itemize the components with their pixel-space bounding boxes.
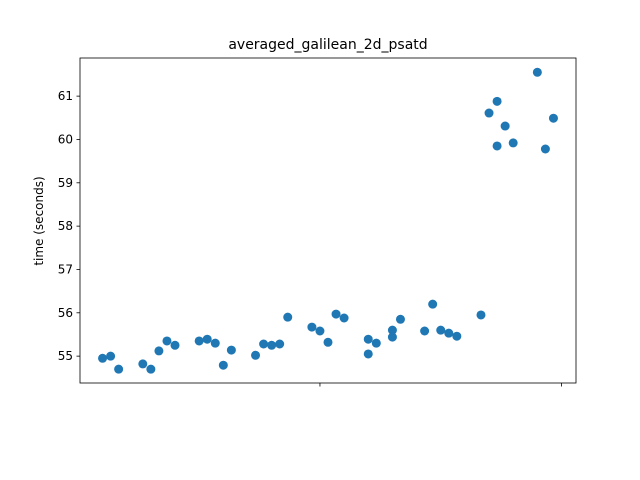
point — [363, 349, 373, 359]
point — [194, 336, 204, 346]
point — [226, 345, 236, 355]
y-tick-label: 60 — [58, 132, 73, 146]
point — [323, 337, 333, 347]
point — [210, 338, 220, 348]
point — [283, 312, 293, 322]
y-tick-label: 57 — [58, 262, 73, 276]
point — [532, 67, 542, 77]
point — [98, 353, 108, 363]
point — [395, 314, 405, 324]
y-tick-label: 61 — [58, 89, 73, 103]
y-axis-label: time (seconds) — [32, 176, 46, 265]
point — [484, 108, 494, 118]
point — [218, 360, 228, 370]
point — [106, 351, 116, 361]
y-tick-label: 58 — [58, 219, 73, 233]
point — [508, 138, 518, 148]
point — [202, 334, 212, 344]
point — [548, 113, 558, 123]
y-tick-label: 59 — [58, 176, 73, 190]
point — [138, 359, 148, 369]
point — [315, 326, 325, 336]
point — [267, 340, 277, 350]
point — [259, 339, 269, 349]
point — [339, 313, 349, 323]
point — [146, 364, 156, 374]
point — [452, 331, 462, 341]
y-tick-label: 56 — [58, 306, 73, 320]
point — [476, 310, 486, 320]
point — [500, 121, 510, 131]
point — [444, 328, 454, 338]
point — [420, 326, 430, 336]
point — [436, 325, 446, 335]
point — [251, 350, 261, 360]
point — [275, 339, 285, 349]
chart-title: averaged_galilean_2d_psatd — [228, 37, 427, 53]
point — [492, 141, 502, 151]
point — [363, 334, 373, 344]
point — [331, 309, 341, 319]
point — [428, 299, 438, 309]
point — [162, 336, 172, 346]
plot-frame — [79, 57, 577, 384]
point — [307, 322, 317, 332]
point — [154, 346, 164, 356]
point — [371, 338, 381, 348]
point — [387, 325, 397, 335]
y-tick-label: 55 — [58, 349, 73, 363]
point — [170, 340, 180, 350]
point — [387, 332, 397, 342]
point — [492, 96, 502, 106]
point — [114, 364, 124, 374]
point — [540, 144, 550, 154]
